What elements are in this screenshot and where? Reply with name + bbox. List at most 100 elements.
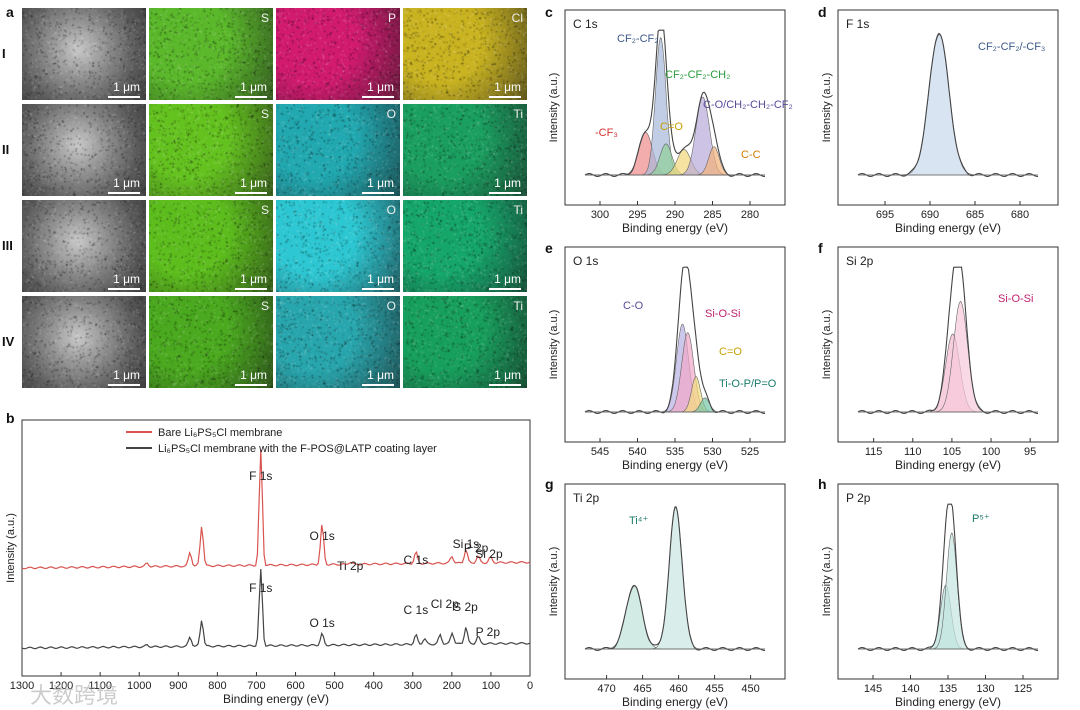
panel-title: Si 2p [846, 254, 874, 268]
legend-entry: Bare Li₆PS₅Cl membrane [158, 427, 282, 439]
y-axis-label: Intensity (a.u.) [821, 310, 833, 380]
scale-bar [362, 96, 394, 98]
plot-frame [837, 9, 1059, 206]
peak-annotation: CF₂-CF₂/-CF₃ [978, 41, 1045, 53]
scale-bar-label: 1 μm [494, 272, 521, 286]
envelope-line [584, 506, 765, 651]
x-tick-label: 535 [666, 446, 684, 458]
row-label: III [2, 238, 13, 253]
plot-frame [837, 483, 1059, 680]
x-axis-label: Binding energy (eV) [622, 221, 728, 235]
envelope-line [857, 33, 1038, 177]
scale-bar-label: 1 μm [113, 368, 140, 382]
x-tick-label: 470 [597, 683, 615, 695]
scale-bar [108, 192, 140, 194]
speckle-texture [276, 296, 400, 388]
x-tick-label: 530 [703, 446, 721, 458]
component-peak [858, 333, 1038, 413]
x-tick-label: 100 [982, 446, 1000, 458]
peak-annotation: Ti-O-P/P=O [719, 378, 777, 390]
x-tick-label: 400 [365, 680, 383, 692]
speckle-texture [403, 104, 527, 196]
scale-bar-label: 1 μm [494, 176, 521, 190]
peak-annotation: C 1s [404, 553, 429, 567]
eds-map-ti: Ti 1 μm [403, 200, 527, 292]
element-label: S [260, 11, 269, 25]
component-peak [585, 506, 765, 650]
scale-bar-label: 1 μm [240, 368, 267, 382]
x-tick-label: 285 [703, 209, 721, 221]
x-tick-label: 110 [904, 446, 922, 458]
panel-label-e: e [545, 240, 553, 256]
peak-annotation: C=O [660, 121, 683, 133]
x-tick-label: 1000 [127, 680, 151, 692]
eds-map-o: O 1 μm [276, 200, 400, 292]
eds-map-s: S 1 μm [149, 200, 273, 292]
element-label: S [260, 107, 269, 121]
panel-label-f: f [818, 240, 823, 256]
scale-bar-label: 1 μm [240, 176, 267, 190]
x-tick-label: 545 [591, 446, 609, 458]
scale-bar [235, 288, 267, 290]
x-axis-label: Binding energy (eV) [895, 695, 1001, 709]
plot-frame [837, 246, 1059, 443]
element-label: O [386, 203, 396, 217]
scale-bar-label: 1 μm [240, 272, 267, 286]
x-tick-label: 680 [1011, 209, 1029, 221]
component-peak [585, 132, 765, 176]
eds-map-ti: Ti 1 μm [403, 296, 527, 388]
speckle-texture [149, 104, 273, 196]
eds-map-o: O 1 μm [276, 104, 400, 196]
peak-annotation: C=O [719, 346, 742, 358]
x-tick-label: 0 [527, 680, 533, 692]
speckle-texture [22, 200, 146, 292]
x-tick-label: 290 [666, 209, 684, 221]
speckle-texture [149, 200, 273, 292]
component-peak [858, 32, 1038, 176]
x-tick-label: 300 [404, 680, 422, 692]
sem-image: 1 μm [22, 104, 146, 196]
x-tick-label: 130 [976, 683, 994, 695]
scale-bar-label: 1 μm [367, 80, 394, 94]
scale-bar [362, 192, 394, 194]
y-axis-label: Intensity (a.u.) [821, 547, 833, 617]
watermark: 大数跨境 [30, 684, 119, 709]
peak-annotation: CF₂-CF₂-CH₂ [665, 69, 730, 81]
component-peak [585, 37, 765, 176]
sem-image: 1 μm [22, 200, 146, 292]
eds-map-s: S 1 μm [149, 104, 273, 196]
envelope-line [584, 266, 765, 414]
scale-bar [362, 384, 394, 386]
eds-map-s: S 1 μm [149, 8, 273, 100]
peak-annotation: Si 1s [453, 537, 480, 551]
scale-bar-label: 1 μm [367, 272, 394, 286]
panel-label-d: d [818, 4, 827, 20]
x-tick-label: 135 [939, 683, 957, 695]
scale-bar [108, 96, 140, 98]
peak-annotation: Cl 2p [431, 597, 459, 611]
row-label: IV [2, 334, 15, 349]
x-tick-label: 540 [628, 446, 646, 458]
speckle-texture [149, 296, 273, 388]
plot-frame [564, 9, 786, 206]
x-tick-label: 455 [705, 683, 723, 695]
scale-bar-label: 1 μm [113, 272, 140, 286]
element-label: Ti [513, 107, 523, 121]
y-axis-label: Intensity (a.u.) [548, 310, 560, 380]
panel-title: Ti 2p [573, 491, 600, 505]
peak-annotation: -CF₃ [595, 127, 618, 139]
row-label: I [2, 46, 6, 61]
x-tick-label: 295 [628, 209, 646, 221]
scale-bar-label: 1 μm [494, 368, 521, 382]
x-tick-label: 800 [208, 680, 226, 692]
x-tick-label: 690 [921, 209, 939, 221]
component-peak [585, 376, 765, 413]
x-tick-label: 300 [591, 209, 609, 221]
speckle-texture [403, 200, 527, 292]
y-axis-label: Intensity (a.u.) [548, 73, 560, 143]
component-peak [585, 323, 765, 413]
speckle-texture [149, 8, 273, 100]
scale-bar [489, 192, 521, 194]
peak-annotation: C-C [741, 149, 761, 161]
eds-map-ti: Ti 1 μm [403, 104, 527, 196]
